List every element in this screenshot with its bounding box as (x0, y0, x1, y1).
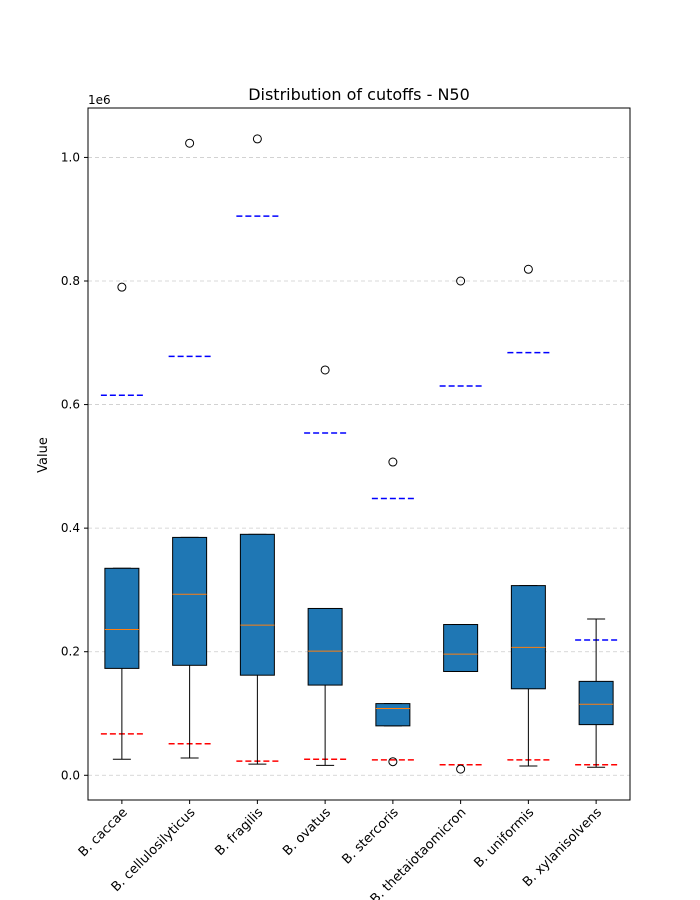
box-body (375, 703, 411, 727)
box-body (510, 585, 546, 690)
x-tick-label: B. caccae (76, 805, 131, 860)
y-tick-label: 0.6 (61, 398, 80, 412)
y-tick-label: 0.8 (61, 274, 80, 288)
box-8 (578, 618, 614, 768)
x-tick-label: B. stercoris (340, 805, 402, 867)
box-2 (172, 138, 208, 759)
box-body (239, 533, 275, 676)
outlier-point (117, 282, 127, 292)
y-offset-label: 1e6 (88, 93, 111, 107)
outlier-point (523, 264, 533, 274)
y-tick-label: 0.4 (61, 521, 80, 535)
outlier-point (185, 138, 195, 148)
outlier-point (456, 276, 466, 286)
y-ticks: 0.0 0.2 0.4 0.6 0.8 1.0 (61, 150, 88, 782)
y-axis-label: Value (36, 437, 51, 473)
grid-lines (88, 157, 630, 776)
x-tick-label: B. uniformis (471, 805, 537, 871)
box-body (443, 624, 479, 672)
y-tick-label: 0.0 (61, 768, 80, 782)
boxes (104, 134, 614, 774)
box-body (307, 607, 343, 686)
outlier-point (388, 457, 398, 467)
plot-frame (87, 107, 631, 801)
outlier-point (388, 757, 398, 767)
box-body (104, 567, 140, 669)
y-tick-label: 0.2 (61, 645, 80, 659)
box-body (578, 680, 614, 726)
box-1 (104, 282, 140, 760)
outlier-point (252, 134, 262, 144)
box-6 (443, 276, 479, 774)
outlier-point (456, 764, 466, 774)
x-tick-label: B. ovatus (280, 805, 334, 859)
chart-title: Distribution of cutoffs - N50 (248, 85, 470, 104)
box-4 (307, 365, 343, 766)
y-tick-label: 1.0 (61, 150, 80, 164)
x-tick-label: B. fragilis (213, 805, 267, 859)
box-body (172, 536, 208, 666)
outlier-point (320, 365, 330, 375)
box-7 (510, 264, 546, 767)
box-5 (375, 457, 411, 767)
box-3 (239, 134, 275, 765)
